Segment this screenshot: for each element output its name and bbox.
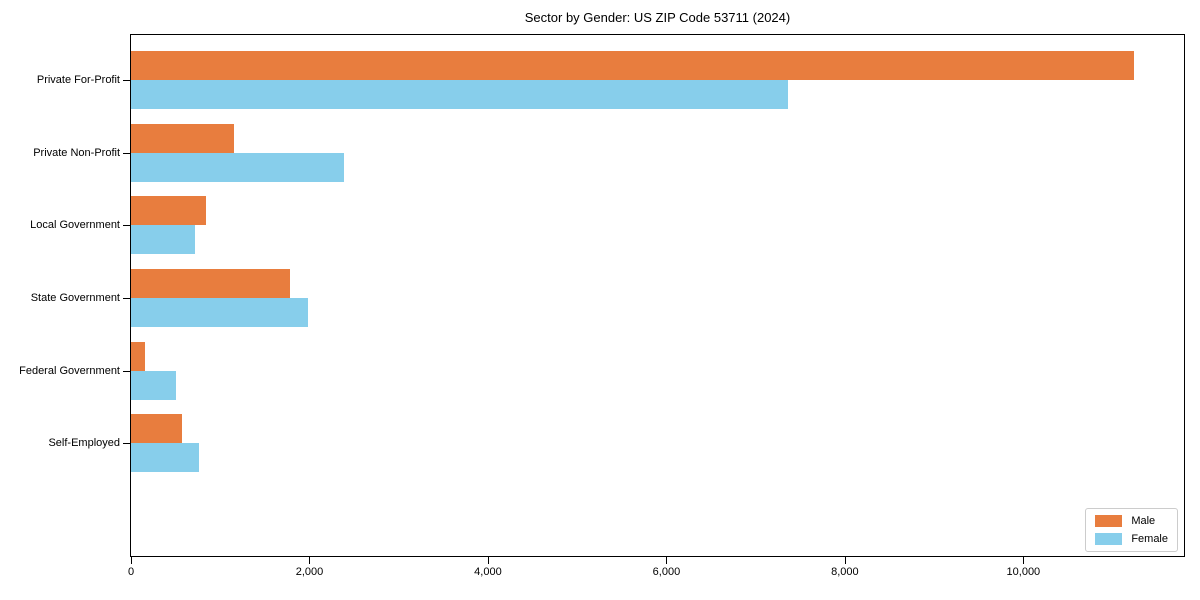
bar-female — [131, 370, 177, 400]
bar-male — [131, 414, 182, 444]
x-tick-label: 10,000 — [1006, 566, 1041, 578]
bar-female — [131, 152, 345, 182]
bar-male — [131, 269, 290, 299]
bar-group: Private For-Profit — [37, 51, 1184, 110]
legend-item-female: Female — [1095, 533, 1168, 545]
x-tick-label: 6,000 — [652, 566, 681, 578]
chart-title: Sector by Gender: US ZIP Code 53711 (202… — [524, 10, 791, 25]
x-tick-label: 2,000 — [295, 566, 324, 578]
y-tick-mark — [123, 80, 130, 82]
x-tick-mark — [844, 557, 846, 564]
x-tick-label: 0 — [127, 566, 135, 578]
y-tick-label: Federal Government — [19, 364, 120, 377]
bar-male — [131, 196, 206, 226]
x-tick-mark — [309, 557, 311, 564]
bar-group: Local Government — [30, 196, 1184, 255]
y-tick-mark — [123, 225, 130, 227]
y-tick-mark — [123, 370, 130, 372]
bar-female — [131, 298, 308, 328]
y-tick-label: Private Non-Profit — [33, 146, 120, 159]
bar-group: Self-Employed — [48, 414, 1184, 473]
x-tick-mark — [1023, 557, 1025, 564]
legend-label-male: Male — [1131, 515, 1156, 527]
bar-group: Private Non-Profit — [33, 123, 1184, 182]
y-tick-mark — [123, 298, 130, 300]
x-tick-mark — [131, 557, 132, 564]
bar-group: Federal Government — [19, 341, 1184, 400]
legend: Male Female — [1085, 508, 1178, 552]
y-tick-label: Self-Employed — [48, 437, 120, 450]
x-tick-mark — [666, 557, 668, 564]
bar-female — [131, 443, 199, 473]
legend-item-male: Male — [1095, 515, 1168, 527]
x-tick-label: 8,000 — [831, 566, 859, 578]
bar-male — [131, 123, 234, 153]
plot-area: Male Female Private For-Profit Private No… — [19, 34, 1185, 578]
legend-label-female: Female — [1131, 533, 1168, 545]
y-tick-mark — [123, 152, 130, 154]
y-tick-label: State Government — [30, 292, 120, 305]
legend-swatch-female — [1095, 533, 1123, 545]
y-tick-label: Private For-Profit — [36, 74, 120, 87]
x-tick-mark — [487, 557, 489, 564]
y-tick-mark — [123, 443, 130, 445]
y-tick-label: Local Government — [30, 219, 120, 232]
x-tick-label: 4,000 — [474, 566, 502, 578]
bar-group: State Government — [31, 269, 1184, 328]
bar-female — [131, 80, 788, 110]
bar-male — [131, 51, 1135, 81]
bar-male — [131, 341, 145, 371]
legend-swatch-male — [1095, 515, 1123, 527]
bar-female — [131, 225, 195, 255]
